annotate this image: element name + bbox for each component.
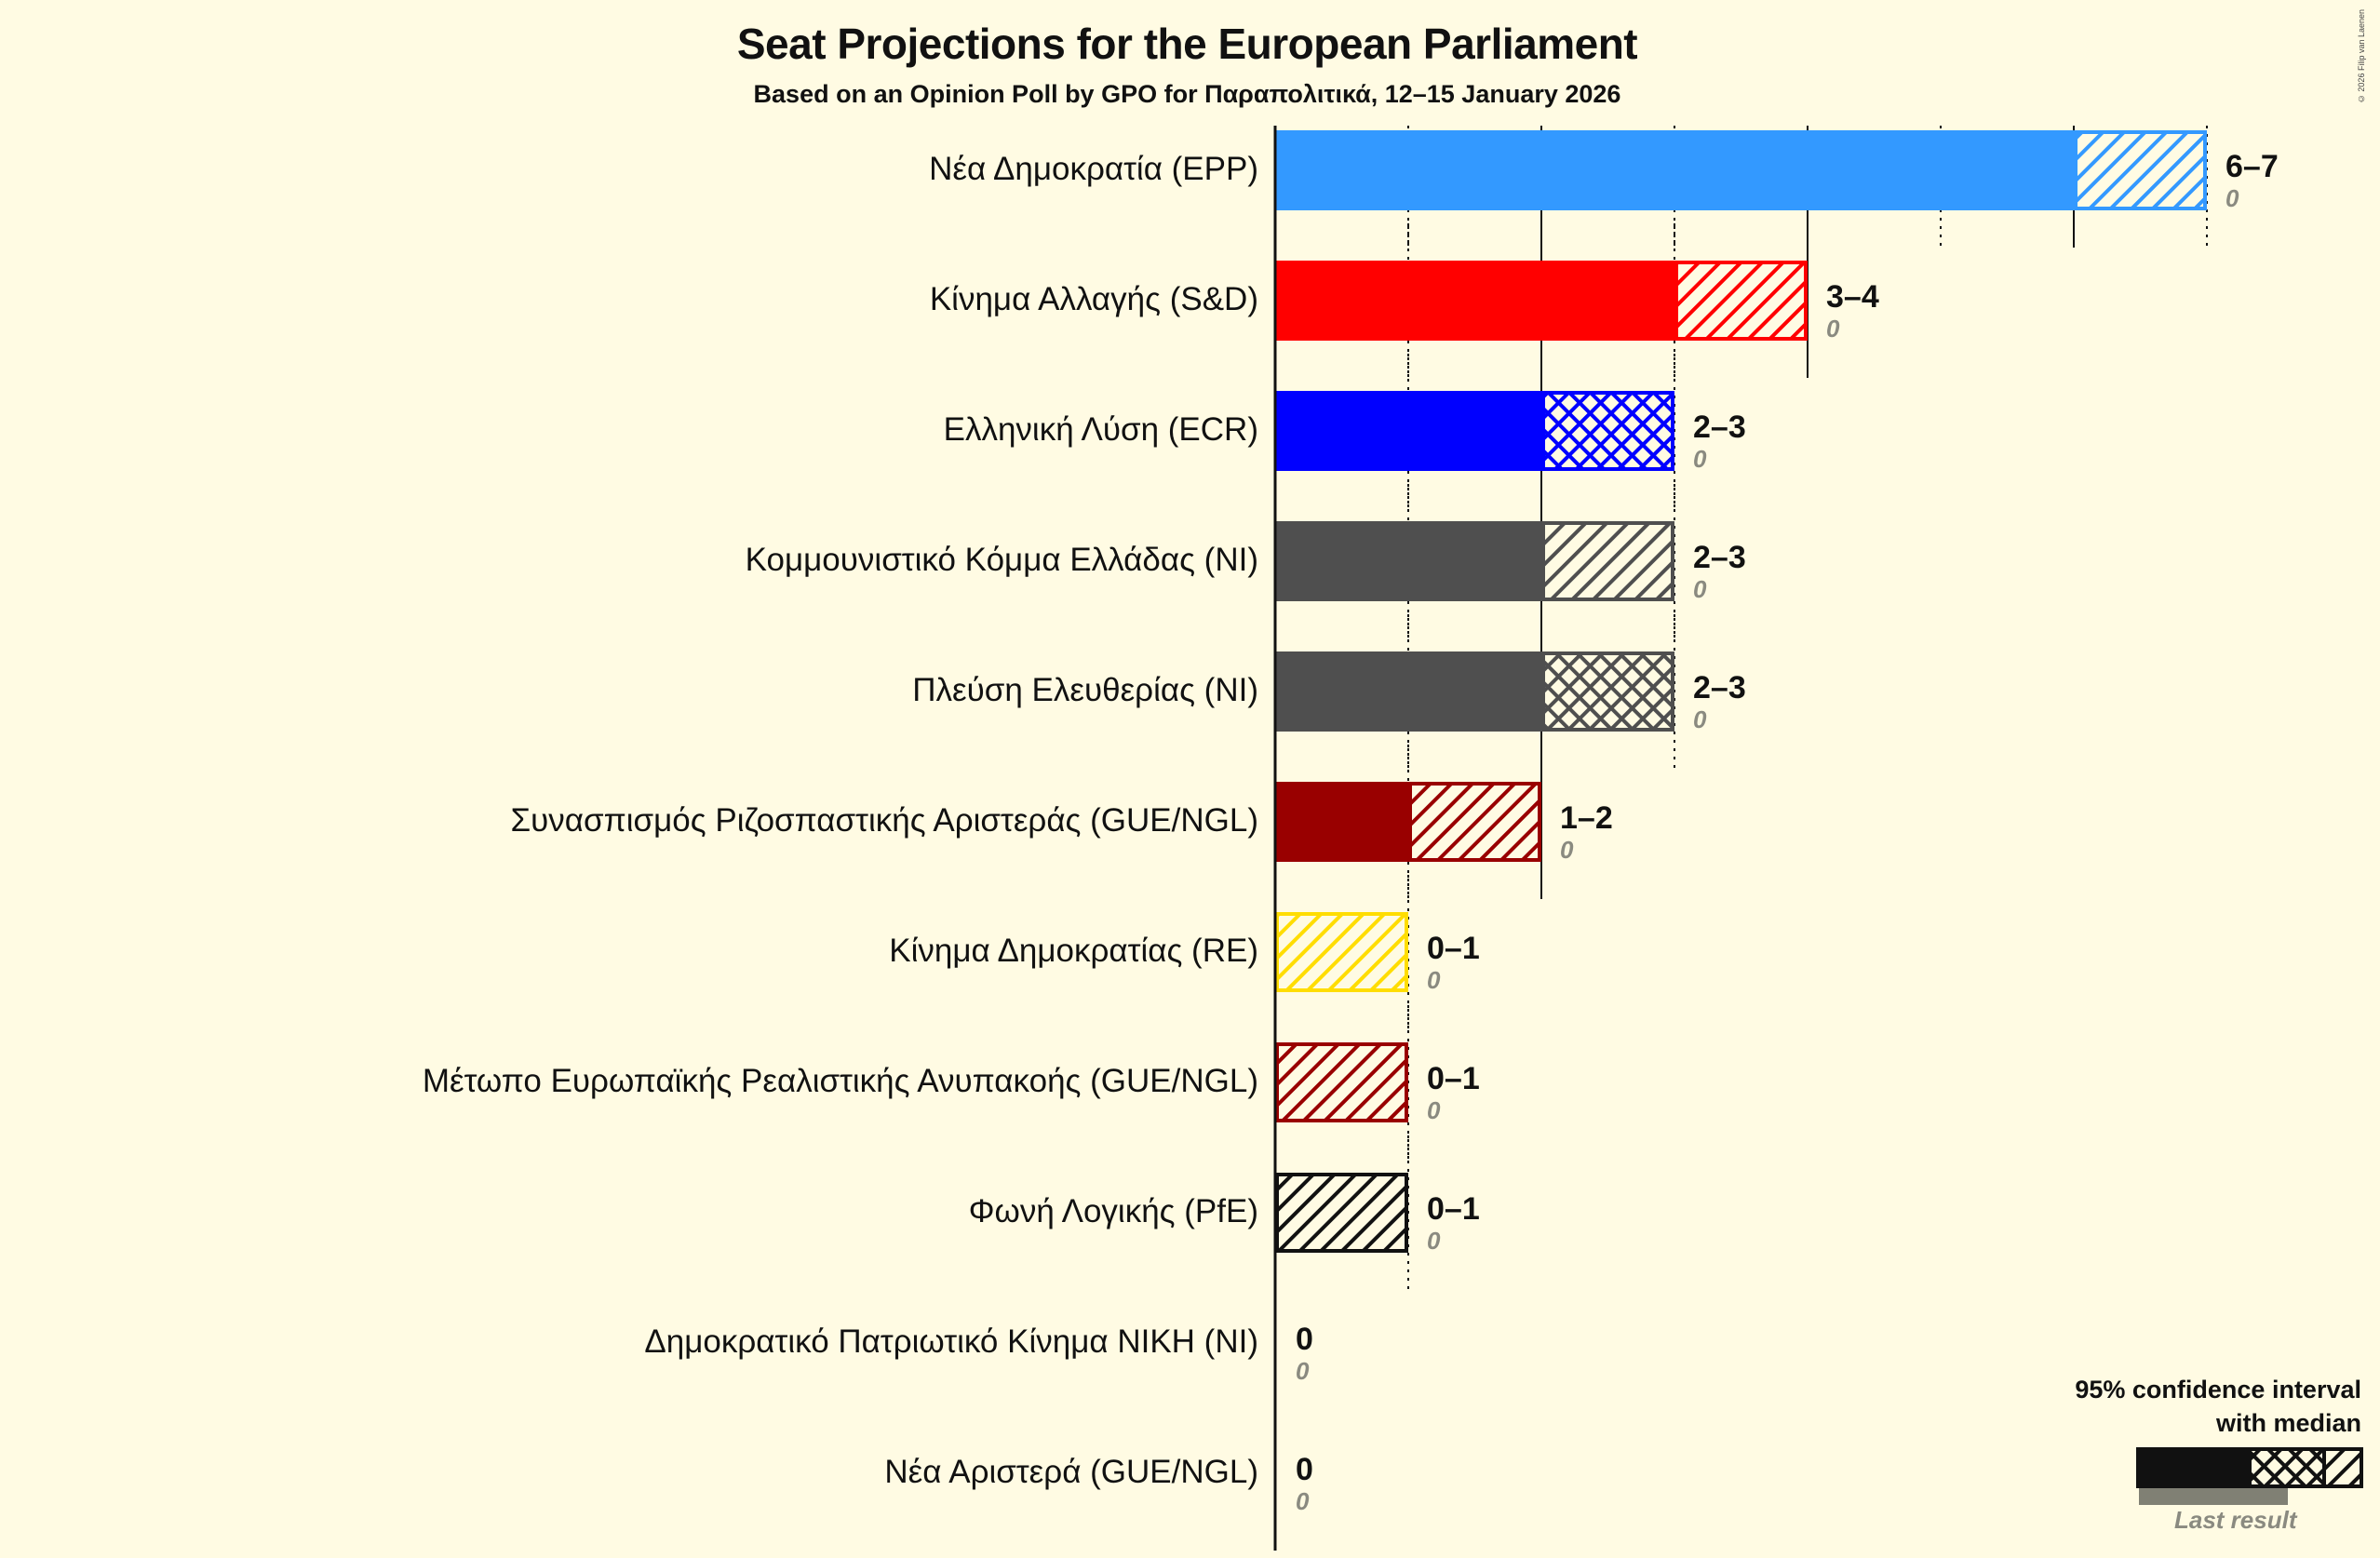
- bar-solid-segment: [1275, 261, 1674, 341]
- party-bar: [1275, 651, 1674, 732]
- last-result-value: 0: [1693, 705, 1707, 733]
- party-label: Κίνημα Δημοκρατίας (RE): [889, 933, 1258, 969]
- legend-last-result-bar: [2139, 1488, 2288, 1505]
- seat-range-value: 0–1: [1427, 931, 1480, 966]
- last-result-value: 0: [1693, 575, 1707, 603]
- legend-last-result-label: Last result: [2174, 1506, 2297, 1534]
- party-bar: [1275, 130, 2207, 210]
- party-label: Νέα Δημοκρατία (EPP): [929, 151, 1258, 187]
- party-bar: [1275, 391, 1674, 471]
- chart-subtitle-text: Based on an Opinion Poll by GPO for Παρα…: [753, 80, 1621, 108]
- last-result-value: 0: [1427, 1227, 1441, 1255]
- legend-swatch: [2136, 1447, 2363, 1505]
- seat-range-value: 0–1: [1427, 1061, 1480, 1096]
- last-result-value: 0: [1693, 445, 1707, 473]
- seat-range-value: 3–4: [1826, 279, 1879, 315]
- seat-range-value: 2–3: [1693, 410, 1746, 445]
- seat-range-value: 2–3: [1693, 670, 1746, 705]
- bar-hatched-segment: [2074, 130, 2207, 210]
- legend-solid-bar: [2136, 1447, 2250, 1488]
- legend-median-crosshatch: [2248, 1447, 2326, 1488]
- party-label: Μέτωπο Ευρωπαϊκής Ρεαλιστικής Ανυπακοής …: [422, 1063, 1258, 1099]
- last-result-value: 0: [1560, 836, 1574, 864]
- seat-range-value: 1–2: [1560, 800, 1613, 836]
- bar-hatched-segment: [1541, 651, 1674, 732]
- last-result-value: 0: [1296, 1487, 1310, 1515]
- party-label: Ελληνική Λύση (ECR): [943, 411, 1258, 448]
- party-bar: [1275, 261, 1808, 341]
- bar-solid-segment: [1275, 651, 1541, 732]
- bar-hatched-segment: [1674, 261, 1808, 341]
- party-bar: [1275, 1173, 1408, 1253]
- party-label: Κίνημα Αλλαγής (S&D): [929, 281, 1258, 317]
- legend-title: 95% confidence interval with median: [2075, 1373, 2361, 1440]
- bar-hatched-segment: [1541, 521, 1674, 601]
- party-bar: [1275, 782, 1541, 862]
- party-label: Πλεύση Ελευθερίας (NI): [912, 672, 1258, 708]
- bar-solid-segment: [1275, 521, 1541, 601]
- party-label: Δημοκρατικό Πατριωτικό Κίνημα ΝΙΚΗ (NI): [644, 1323, 1258, 1360]
- bar-hatched-segment: [1275, 912, 1408, 992]
- bar-hatched-segment: [1408, 782, 1541, 862]
- last-result-value: 0: [1296, 1357, 1310, 1385]
- bar-hatched-segment: [1541, 391, 1674, 471]
- bar-solid-segment: [1275, 391, 1541, 471]
- seat-range-value: 6–7: [2225, 149, 2279, 184]
- bar-hatched-segment: [1275, 1173, 1408, 1253]
- bar-hatched-segment: [1275, 1042, 1408, 1122]
- party-label: Κομμουνιστικό Κόμμα Ελλάδας (NI): [745, 542, 1258, 578]
- chart-title-text: Seat Projections for the European Parlia…: [736, 20, 1638, 68]
- party-bar: [1275, 521, 1674, 601]
- seat-range-value: 0: [1296, 1322, 1313, 1357]
- legend-title-line2: with median: [2215, 1409, 2361, 1437]
- bar-solid-segment: [1275, 130, 2074, 210]
- legend-title-line1: 95% confidence interval: [2075, 1376, 2361, 1404]
- last-result-value: 0: [1826, 315, 1840, 342]
- party-bar: [1275, 1042, 1408, 1122]
- seat-range-value: 0: [1296, 1452, 1313, 1487]
- last-result-value: 0: [1427, 966, 1441, 994]
- party-label: Νέα Αριστερά (GUE/NGL): [884, 1454, 1258, 1490]
- seat-range-value: 2–3: [1693, 540, 1746, 575]
- last-result-value: 0: [1427, 1096, 1441, 1124]
- last-result-value: 0: [2225, 184, 2239, 212]
- party-label: Συνασπισμός Ριζοσπαστικής Αριστεράς (GUE…: [510, 802, 1259, 839]
- party-label: Φωνή Λογικής (PfE): [968, 1193, 1258, 1229]
- legend-upper-hatch: [2322, 1447, 2363, 1488]
- party-bar: [1275, 912, 1408, 992]
- chart-subtitle: Based on an Opinion Poll by GPO for Παρα…: [0, 80, 2380, 109]
- seat-range-value: 0–1: [1427, 1191, 1480, 1227]
- bar-solid-segment: [1275, 782, 1408, 862]
- chart-title: Seat Projections for the European Parlia…: [0, 19, 2380, 69]
